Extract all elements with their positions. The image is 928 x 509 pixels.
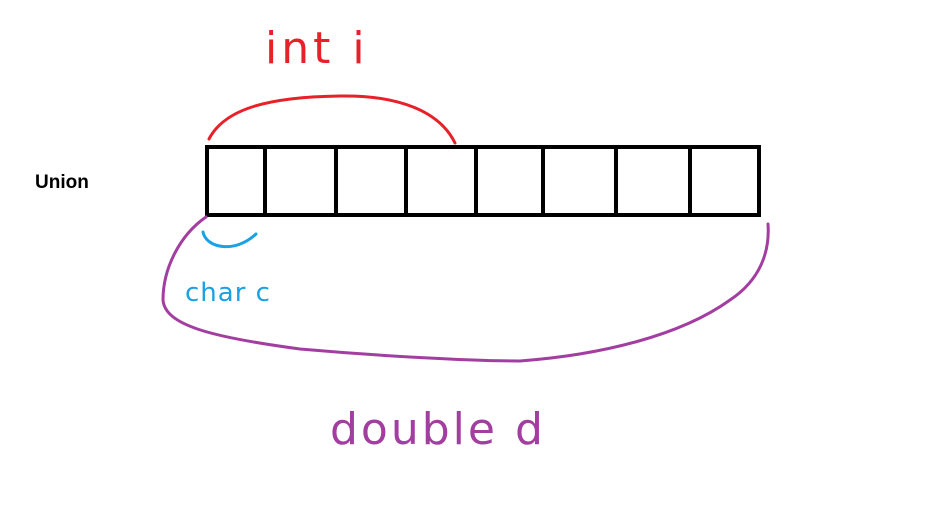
double-label: double d <box>330 404 546 455</box>
memory-block-outline <box>205 145 761 217</box>
double-loop <box>161 215 770 363</box>
char-label: char c <box>185 278 271 308</box>
int-bracket <box>207 94 457 145</box>
memory-block <box>205 145 761 217</box>
union-label: Union <box>35 172 89 193</box>
int-label: int i <box>265 23 369 74</box>
char-bracket <box>201 230 258 249</box>
